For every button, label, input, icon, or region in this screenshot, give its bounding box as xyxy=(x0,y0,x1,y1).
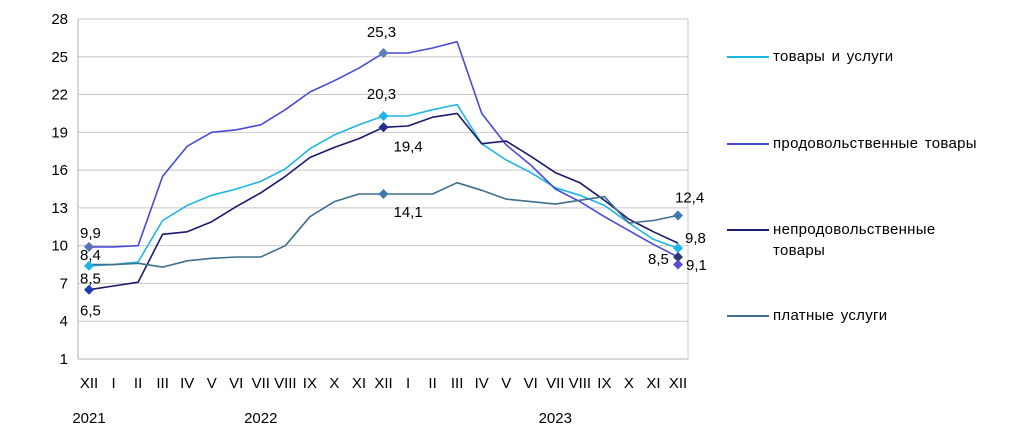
series-lines xyxy=(88,40,679,291)
data-marker xyxy=(378,110,389,121)
y-tick-label: 4 xyxy=(60,313,68,330)
x-axis: XII I II III IV V VI VII VIII IX X XI XII I II III IV V VI… xyxy=(72,375,687,427)
data-marker xyxy=(378,122,389,133)
data-label: 25,3 xyxy=(367,24,396,41)
x-tick-label: III xyxy=(156,375,169,392)
x-year-label: 2022 xyxy=(244,410,277,427)
legend-item-services: платные услуги xyxy=(727,305,993,326)
y-tick-label: 22 xyxy=(51,87,68,104)
x-tick-label: VIII xyxy=(569,375,592,392)
series-line-2 xyxy=(89,40,679,258)
data-markers xyxy=(84,48,683,295)
x-tick-label: IV xyxy=(180,375,194,392)
legend-item-food: продовольственные товары xyxy=(727,133,993,154)
legend-swatch xyxy=(727,315,769,317)
x-tick-label: III xyxy=(451,375,464,392)
x-tick-label: XII xyxy=(669,375,687,392)
x-tick-label: IV xyxy=(475,375,489,392)
x-year-label: 2023 xyxy=(539,410,572,427)
y-axis: 1 4 7 10 13 16 19 22 25 28 xyxy=(51,11,68,368)
data-label: 9,1 xyxy=(686,257,707,274)
x-tick-label: VII xyxy=(252,375,270,392)
x-tick-label: V xyxy=(207,375,217,392)
data-label: 14,1 xyxy=(394,204,423,221)
data-label: 12,4 xyxy=(675,189,704,206)
x-tick-label: I xyxy=(111,375,115,392)
x-tick-label: IX xyxy=(303,375,317,392)
x-tick-label: VIII xyxy=(274,375,297,392)
x-tick-label: V xyxy=(501,375,511,392)
x-tick-label: XI xyxy=(646,375,660,392)
y-tick-label: 13 xyxy=(51,200,68,217)
data-marker xyxy=(673,259,683,270)
x-tick-label: IX xyxy=(597,375,611,392)
legend-label: непродовольственные товары xyxy=(773,221,936,259)
data-marker xyxy=(84,284,94,295)
y-tick-label: 25 xyxy=(51,49,68,66)
x-tick-label: XI xyxy=(352,375,366,392)
legend-label: продовольственные товары xyxy=(773,135,977,152)
x-year-label: 2021 xyxy=(72,410,105,427)
y-tick-label: 7 xyxy=(60,275,68,292)
x-tick-label: I xyxy=(406,375,410,392)
data-label: 8,5 xyxy=(648,251,669,268)
data-marker xyxy=(378,189,389,200)
y-tick-label: 1 xyxy=(60,351,68,368)
data-marker xyxy=(673,252,683,262)
legend: товары и услуги продовольственные товары… xyxy=(727,0,1009,434)
legend-label: товары и услуги xyxy=(773,48,894,65)
data-marker xyxy=(673,243,683,254)
y-tick-label: 19 xyxy=(51,124,68,141)
legend-item-goods-services: товары и услуги xyxy=(727,46,993,67)
data-label: 8,5 xyxy=(80,271,101,288)
x-tick-label: X xyxy=(329,375,339,392)
legend-item-nonfood: непродовольственные товары xyxy=(727,219,993,261)
x-tick-label: XII xyxy=(80,375,98,392)
legend-swatch xyxy=(727,229,769,231)
y-tick-label: 10 xyxy=(51,238,68,255)
data-marker xyxy=(84,241,94,252)
x-tick-label: II xyxy=(428,375,436,392)
legend-swatch xyxy=(727,56,769,58)
x-tick-label: VI xyxy=(229,375,243,392)
data-label: 9,8 xyxy=(685,230,706,247)
x-tick-label: II xyxy=(134,375,142,392)
data-label: 19,4 xyxy=(394,138,423,155)
legend-label: платные услуги xyxy=(773,307,888,324)
x-tick-label: X xyxy=(624,375,634,392)
y-tick-label: 16 xyxy=(51,162,68,179)
gridlines xyxy=(77,18,689,360)
data-label: 6,5 xyxy=(80,303,101,320)
data-label: 9,9 xyxy=(80,225,101,242)
data-marker xyxy=(378,48,389,58)
data-marker xyxy=(673,210,683,221)
data-labels: 9,9 8,4 8,5 6,5 25,3 20,3 19,4 14,1 12,4 9,8 9,1 8,… xyxy=(80,24,707,320)
data-marker xyxy=(84,260,94,271)
data-label: 20,3 xyxy=(367,86,396,103)
data-label: 8,4 xyxy=(80,247,101,264)
x-tick-label: VII xyxy=(546,375,564,392)
legend-swatch xyxy=(727,143,769,145)
x-tick-label: XII xyxy=(374,375,392,392)
x-tick-label: VI xyxy=(524,375,538,392)
y-tick-label: 28 xyxy=(51,11,68,28)
